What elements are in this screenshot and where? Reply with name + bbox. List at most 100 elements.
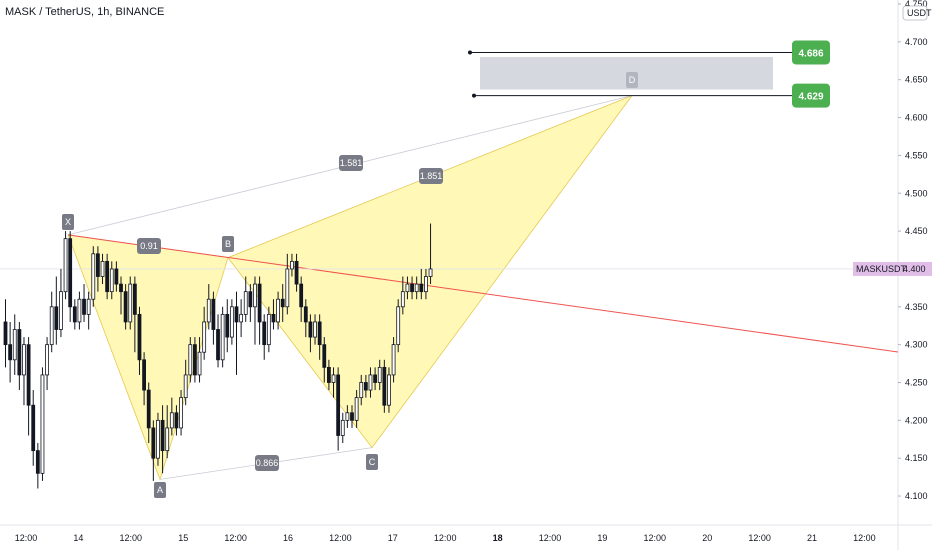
- annotations-layer: 4.686 4.629 0.91 0.866 1.581 1.851 X A B C D: [62, 40, 830, 498]
- point-label-b: B: [222, 236, 234, 252]
- candle-body: [340, 419, 345, 436]
- ratio-label-text: 0.866: [256, 458, 279, 468]
- point-label-bg: [366, 454, 378, 470]
- candle-body: [313, 321, 317, 338]
- candle-body: [142, 359, 147, 391]
- candle-body: [96, 253, 100, 277]
- candle-body: [382, 366, 387, 406]
- candle-body: [253, 283, 257, 308]
- candle-body: [59, 291, 63, 330]
- price-tick-label: 4.750: [905, 0, 928, 9]
- candle-body: [72, 306, 77, 323]
- candle-body: [146, 389, 151, 429]
- ratio-label-xb: 0.91: [137, 238, 161, 254]
- candle-body: [211, 298, 216, 330]
- candle-body: [82, 298, 86, 315]
- time-tick-label: 20: [702, 533, 712, 543]
- candle-body: [206, 298, 211, 323]
- candle-body: [303, 306, 308, 323]
- candle-body: [363, 382, 368, 391]
- last-price-tag-bg: [853, 261, 932, 276]
- candle-body: [137, 313, 142, 361]
- candle-body: [225, 313, 230, 338]
- symbol-name-label: MASKUSDT: [856, 264, 907, 274]
- candle-body: [290, 260, 294, 270]
- candle-body: [266, 313, 271, 346]
- candle-body: [45, 344, 49, 376]
- price-axis[interactable]: 4.750 4.700 4.650 4.600 4.550 4.500 4.450 4.400…: [853, 0, 932, 501]
- point-label-a: A: [154, 482, 166, 498]
- chart-title: MASK / TetherUS, 1h, BINANCE: [5, 6, 165, 18]
- price-tick-label: 4.600: [905, 113, 928, 123]
- ratio-label-text: 1.581: [340, 158, 363, 168]
- time-tick-label: 19: [597, 533, 607, 543]
- candle-body: [54, 306, 59, 330]
- candle-body: [368, 374, 373, 391]
- candle-body: [424, 276, 428, 293]
- candle-body: [49, 306, 54, 346]
- candle-body: [202, 321, 207, 353]
- candle-body: [86, 298, 91, 315]
- price-tick-label: 4.700: [905, 37, 928, 47]
- candle-body: [419, 283, 424, 293]
- candle-body: [248, 291, 253, 308]
- unit-label: USDT: [907, 8, 932, 18]
- price-tick-label: 4.100: [905, 491, 928, 501]
- point-label-d: D: [626, 72, 638, 88]
- time-tick-label: 12:00: [224, 533, 247, 543]
- candle-body: [63, 238, 68, 293]
- ratio-label-bg: [255, 455, 279, 471]
- candle-body: [400, 291, 405, 308]
- time-tick-label: 12:00: [15, 533, 38, 543]
- candle-body: [128, 283, 133, 323]
- ratio-label-bd: 1.851: [419, 168, 443, 184]
- time-axis[interactable]: 12:00 14 12:00 15 12:00 16 12:00 17 12:00 18 12:00…: [15, 533, 876, 543]
- candle-body: [326, 366, 331, 383]
- candle-body: [17, 329, 22, 376]
- candle-body: [22, 344, 26, 376]
- candle-body: [160, 419, 165, 452]
- candle-body: [179, 397, 183, 429]
- candle-body: [414, 283, 419, 293]
- point-label-text: D: [629, 75, 636, 85]
- last-price-value: 4.400: [903, 264, 926, 274]
- candle-body: [8, 344, 13, 361]
- candle-body: [220, 313, 225, 361]
- candle-body: [174, 412, 179, 429]
- time-tick-label: 18: [493, 533, 503, 543]
- candle-body: [216, 329, 220, 361]
- candle-body: [165, 427, 170, 452]
- candle-body: [373, 374, 378, 383]
- candle-body: [299, 283, 304, 308]
- target-dot-high: [468, 50, 472, 55]
- price-tick-label: 4.450: [905, 226, 928, 236]
- candle-body: [151, 427, 156, 459]
- price-tick-label: 4.500: [905, 188, 928, 198]
- point-label-x: X: [62, 214, 74, 230]
- point-label-bg: [222, 236, 234, 252]
- candle-body: [26, 344, 31, 406]
- ratio-label-ac: 0.866: [255, 455, 279, 471]
- time-tick-label: 12:00: [853, 533, 876, 543]
- candle-body: [12, 329, 17, 361]
- point-label-bg: [154, 482, 166, 498]
- point-label-bg: [62, 214, 74, 230]
- time-tick-label: 21: [807, 533, 817, 543]
- price-tick-label: 4.250: [905, 378, 928, 388]
- candle-body: [109, 268, 114, 293]
- target-tag-label: 4.629: [798, 92, 823, 103]
- candle-body: [410, 283, 414, 293]
- candle-body: [234, 306, 239, 323]
- candle-body: [354, 397, 359, 421]
- candle-body: [280, 298, 285, 308]
- candle-body: [3, 321, 8, 346]
- target-tag-bg: [792, 40, 830, 65]
- point-label-text: X: [65, 217, 71, 227]
- point-label-text: B: [225, 239, 231, 249]
- candle-body: [197, 351, 202, 376]
- candle-body: [271, 313, 276, 323]
- candle-body: [243, 291, 248, 315]
- harmonic-pattern-layer: [0, 56, 899, 481]
- price-tick-label: 4.200: [905, 415, 928, 425]
